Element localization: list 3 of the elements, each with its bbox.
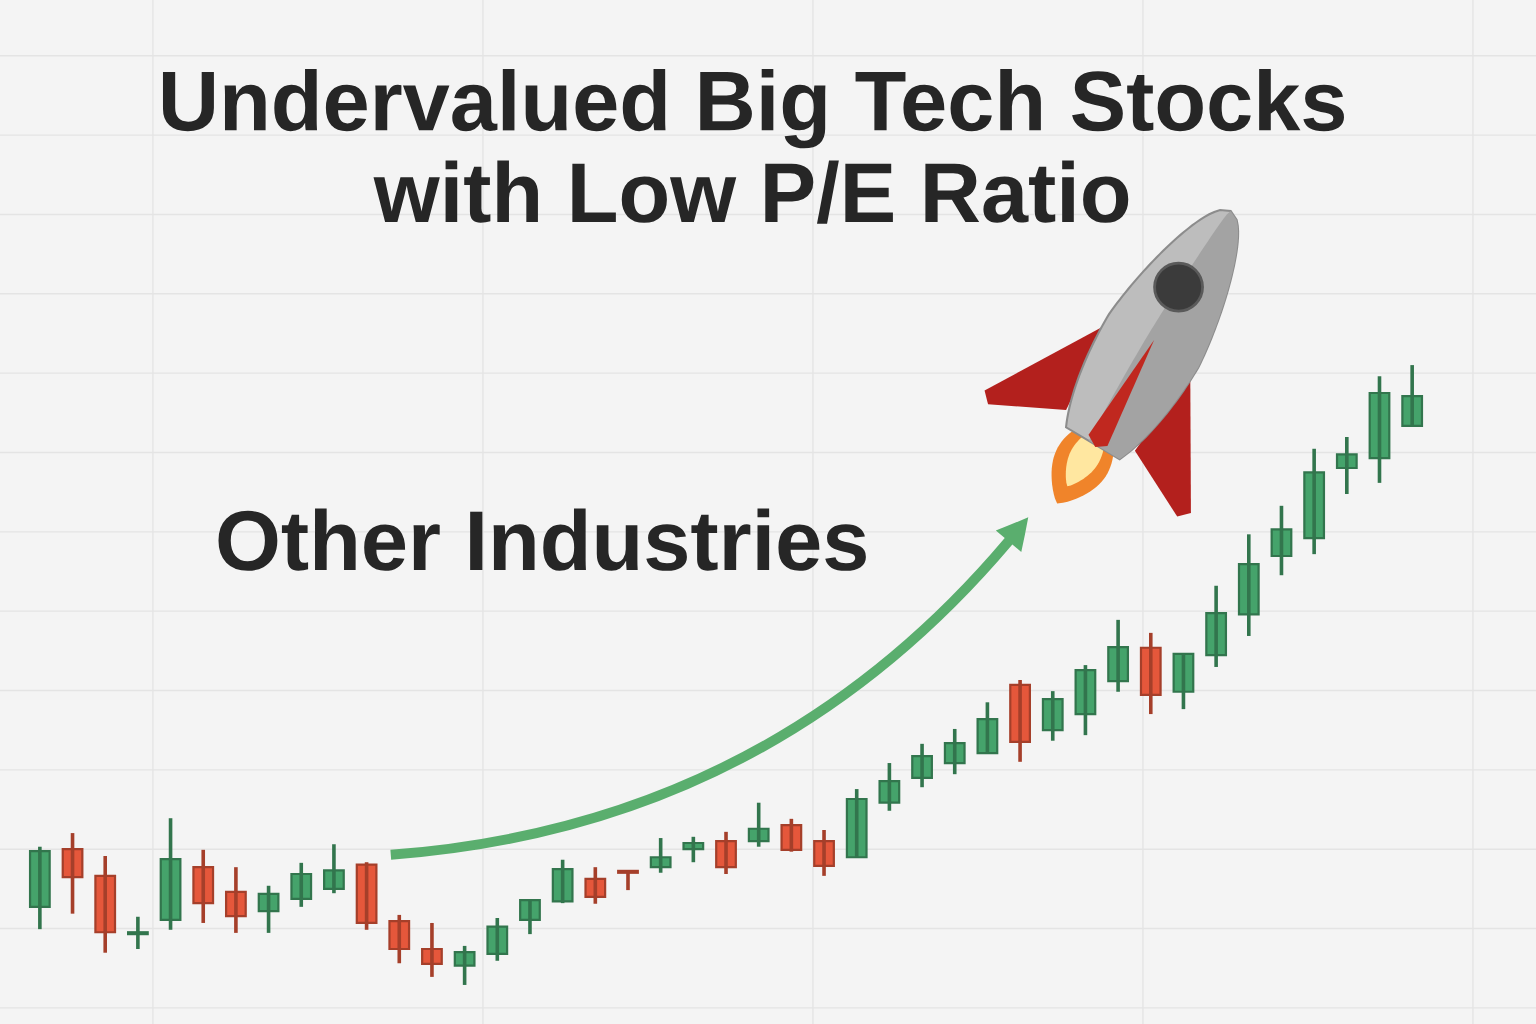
annotation: Other Industries: [218, 508, 866, 571]
candlestick: [617, 869, 639, 891]
chart-title: Undervalued Big Tech Stocks with Low P/E Ratio: [162, 68, 1344, 224]
